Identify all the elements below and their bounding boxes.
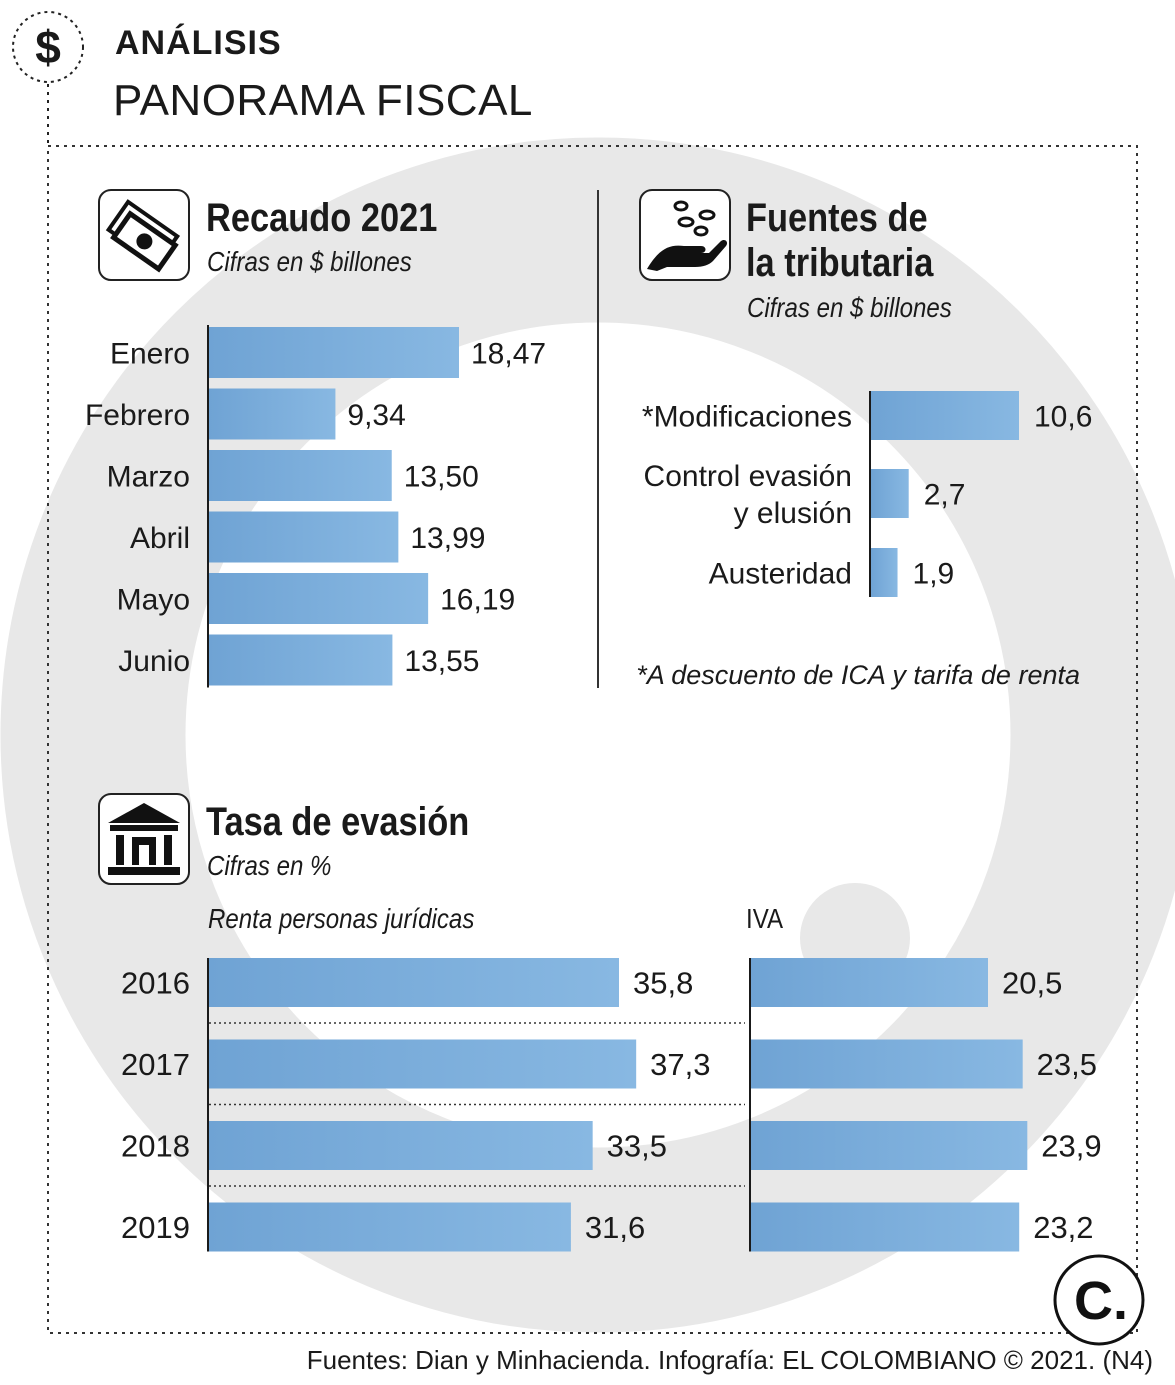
evasion-subtitle: Cifras en %	[207, 850, 332, 881]
category-label: Austeridad	[709, 558, 852, 591]
footnote: *A descuento de ICA y tarifa de renta	[636, 660, 1080, 690]
category-label: Abril	[130, 522, 190, 555]
bar-marzo	[209, 450, 392, 501]
value-label: 13,50	[404, 461, 479, 494]
el-colombiano-logo: C.	[1053, 1254, 1145, 1346]
coins-hand-icon	[639, 189, 731, 281]
evasion-title: Tasa de evasión	[206, 800, 470, 844]
evasion-chart: 2016 2017 2018 2019 35,8 37,3 33,5 31,6 20,5 23,5…	[121, 958, 1102, 1252]
series-label-iva: IVA	[746, 903, 784, 934]
bar-renta-2018	[209, 1121, 593, 1170]
value-label: 23,9	[1041, 1129, 1101, 1164]
bar-renta-2019	[209, 1202, 571, 1252]
money-icon	[98, 189, 190, 281]
bar-iva-2017	[751, 1039, 1023, 1089]
year-label: 2018	[121, 1129, 190, 1164]
value-label: 10,6	[1034, 401, 1092, 434]
bar-renta-2017	[209, 1039, 637, 1089]
dollar-icon: $	[12, 11, 84, 146]
value-label: 31,6	[585, 1210, 645, 1245]
year-label: 2017	[121, 1047, 190, 1082]
bar-iva-2018	[751, 1121, 1028, 1170]
recaudo-title: Recaudo 2021	[206, 196, 438, 240]
value-label: 20,5	[1002, 966, 1062, 1001]
category-label: Marzo	[107, 461, 190, 494]
fuentes-subtitle: Cifras en $ billones	[747, 292, 952, 323]
category-label: Mayo	[117, 584, 190, 617]
value-label: 13,55	[404, 645, 479, 678]
source-note: Fuentes: Dian y Minhacienda. Infografía:…	[306, 1345, 1153, 1375]
value-label: 16,19	[440, 584, 515, 617]
bar-renta-2016	[209, 958, 619, 1007]
value-label: 13,99	[410, 522, 485, 555]
fuentes-chart: *Modificaciones 10,6 Control evasión y elus…	[636, 391, 1092, 690]
bar-mayo	[209, 573, 429, 624]
logo-text: C.	[1074, 1271, 1128, 1331]
value-label: 9,34	[347, 399, 405, 432]
bar-enero	[209, 327, 459, 378]
value-label: 1,9	[913, 558, 955, 591]
category-label: Junio	[118, 645, 190, 678]
bar-iva-2019	[751, 1202, 1020, 1252]
bar-iva-2016	[751, 958, 988, 1007]
bar-abril	[209, 511, 399, 563]
bar-source-3	[871, 548, 898, 597]
value-label: 23,2	[1033, 1210, 1093, 1245]
recaudo-subtitle: Cifras en $ billones	[207, 246, 412, 277]
series-label-renta: Renta personas jurídicas	[208, 903, 475, 934]
bank-icon	[98, 793, 190, 885]
header-title: ANÁLISIS	[115, 24, 282, 62]
bar-source-1	[871, 391, 1019, 440]
category-label: Febrero	[85, 399, 190, 432]
category-label: Control evasión	[644, 460, 852, 493]
value-label: 35,8	[633, 966, 693, 1001]
bar-junio	[209, 634, 393, 686]
fuentes-title-line-2: la tributaria	[746, 241, 934, 285]
category-label: *Modificaciones	[642, 401, 852, 434]
year-label: 2016	[121, 966, 190, 1001]
bar-source-2	[871, 469, 909, 518]
page-title: PANORAMA FISCAL	[113, 76, 533, 125]
bar-febrero	[209, 388, 336, 440]
svg-text:$: $	[35, 21, 61, 73]
value-label: 18,47	[471, 338, 546, 371]
value-label: 2,7	[924, 479, 966, 512]
value-label: 37,3	[650, 1047, 710, 1082]
category-label: y elusión	[734, 497, 852, 530]
value-label: 33,5	[607, 1129, 667, 1164]
category-label: Enero	[110, 338, 190, 371]
fuentes-title-line-1: Fuentes de	[746, 196, 928, 240]
value-label: 23,5	[1037, 1047, 1097, 1082]
recaudo-chart: Enero 18,47 Febrero 9,34 Marzo 13,50 Abril 13,9…	[85, 325, 546, 688]
year-label: 2019	[121, 1210, 190, 1245]
